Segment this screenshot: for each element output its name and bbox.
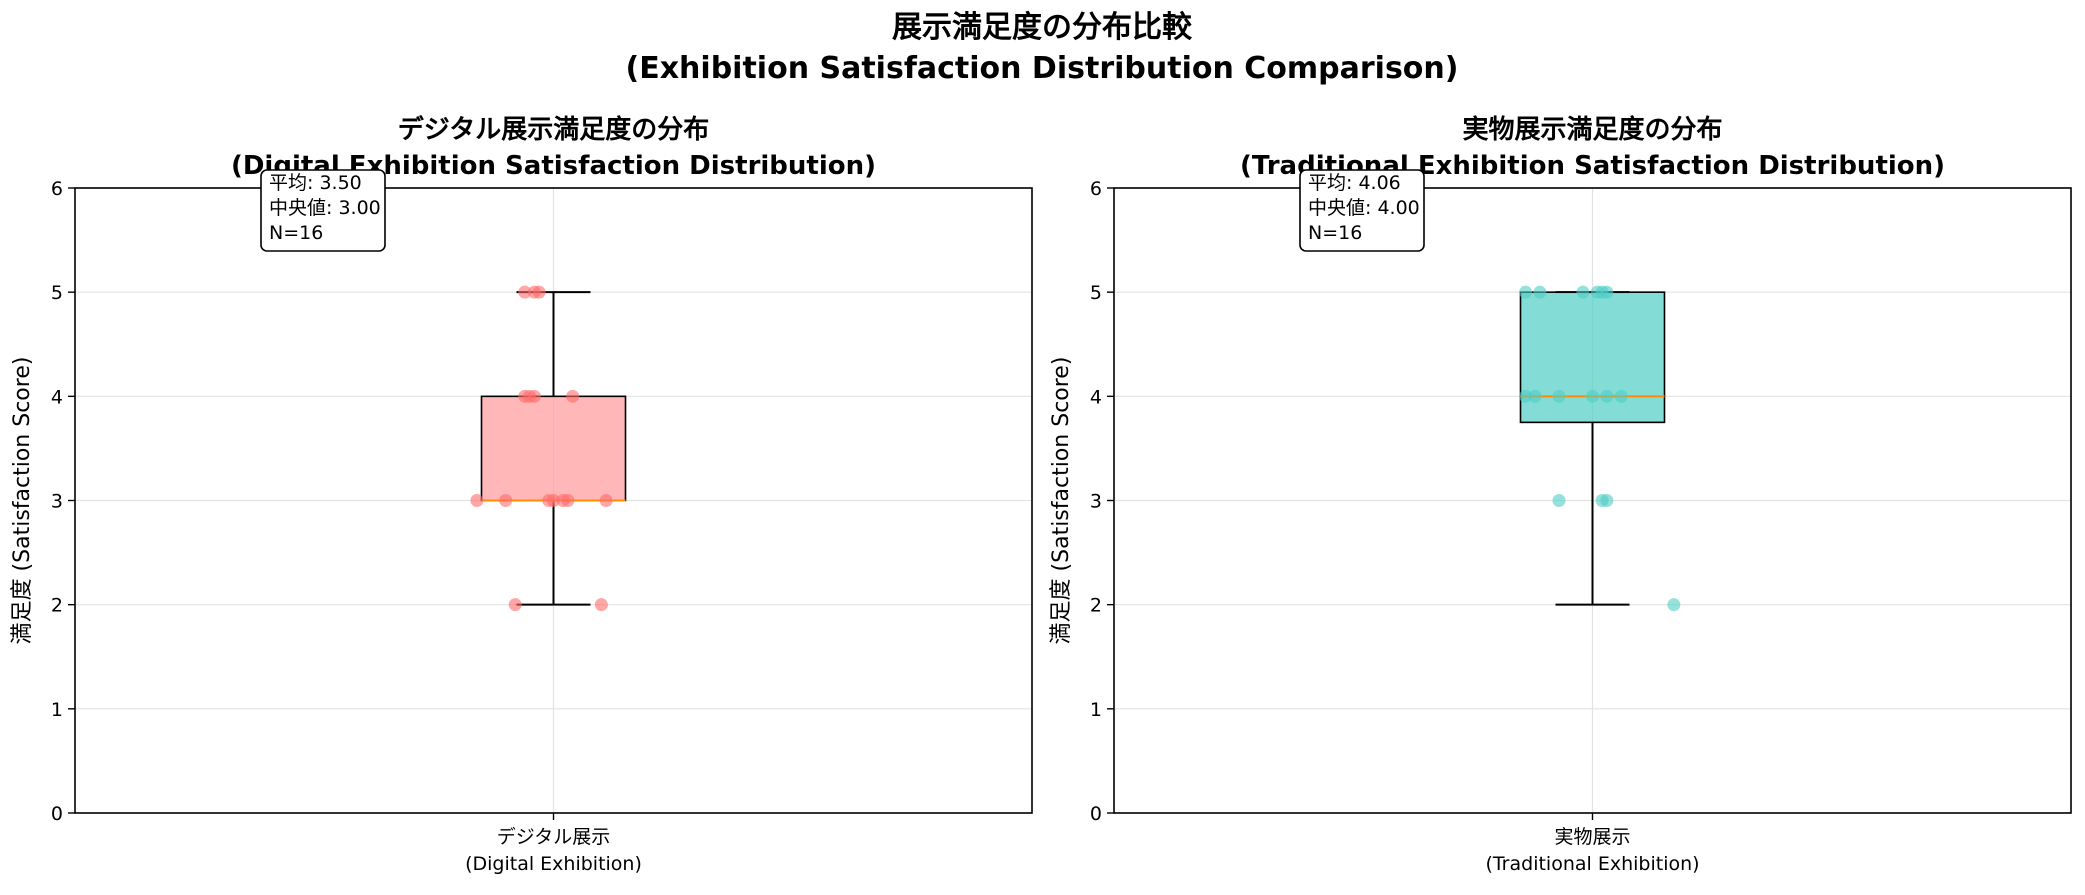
x-category-label-line1: デジタル展示 bbox=[497, 826, 611, 848]
y-tick-label: 6 bbox=[1090, 178, 1102, 200]
y-tick-label: 2 bbox=[51, 595, 63, 617]
x-category-label-line2: (Traditional Exhibition) bbox=[1485, 853, 1699, 875]
chart-panel-1: デジタル展示満足度の分布(Digital Exhibition Satisfac… bbox=[10, 114, 1033, 875]
y-tick-label: 0 bbox=[51, 803, 63, 825]
data-point bbox=[1600, 389, 1614, 403]
data-point bbox=[1552, 494, 1566, 507]
stats-median: 中央値: 4.00 bbox=[1308, 197, 1420, 219]
data-point bbox=[1576, 285, 1590, 299]
y-axis-label: 満足度 (Satisfaction Score) bbox=[10, 357, 35, 645]
chart-panel-2: 実物展示満足度の分布(Traditional Exhibition Satisf… bbox=[1049, 114, 2072, 875]
data-point bbox=[508, 598, 522, 612]
data-point bbox=[547, 494, 560, 507]
y-tick-label: 2 bbox=[1090, 595, 1102, 617]
data-point bbox=[566, 389, 580, 403]
stats-n: N=16 bbox=[1308, 222, 1362, 244]
data-point bbox=[1586, 389, 1599, 403]
data-point bbox=[1533, 285, 1547, 299]
y-tick-label: 4 bbox=[51, 386, 63, 408]
data-point bbox=[1552, 389, 1566, 403]
y-tick-label: 3 bbox=[51, 491, 63, 513]
figure-title-line2: (Exhibition Satisfaction Distribution Co… bbox=[626, 51, 1459, 86]
data-point bbox=[1519, 389, 1533, 403]
data-point bbox=[1600, 285, 1614, 299]
data-point bbox=[1600, 494, 1614, 507]
y-tick-label: 4 bbox=[1090, 386, 1102, 408]
stats-box bbox=[1299, 169, 1425, 252]
box-iqr bbox=[480, 395, 627, 502]
figure-title-line1: 展示満足度の分布比較 bbox=[892, 10, 1193, 45]
y-tick-label: 6 bbox=[51, 178, 63, 200]
data-point bbox=[1614, 389, 1628, 403]
data-point bbox=[527, 389, 541, 403]
data-point bbox=[599, 494, 613, 507]
data-point bbox=[1667, 598, 1681, 612]
panel-title-line1: デジタル展示満足度の分布 bbox=[398, 114, 709, 145]
x-category-label-line1: 実物展示 bbox=[1554, 826, 1630, 848]
y-tick-label: 3 bbox=[1090, 491, 1102, 513]
stats-mean: 平均: 4.06 bbox=[1308, 172, 1401, 194]
data-point bbox=[594, 598, 608, 612]
data-point bbox=[532, 285, 546, 299]
data-point bbox=[518, 285, 532, 299]
data-point bbox=[499, 494, 513, 507]
y-tick-label: 1 bbox=[51, 699, 63, 721]
stats-median: 中央値: 3.00 bbox=[269, 197, 381, 219]
y-tick-label: 5 bbox=[1090, 282, 1102, 304]
y-tick-label: 1 bbox=[1090, 699, 1102, 721]
panel-title-line1: 実物展示満足度の分布 bbox=[1462, 114, 1722, 145]
y-tick-label: 5 bbox=[51, 282, 63, 304]
data-point bbox=[470, 494, 484, 507]
data-point bbox=[1528, 389, 1542, 403]
stats-box bbox=[260, 169, 386, 252]
x-category-label-line2: (Digital Exhibition) bbox=[465, 853, 642, 875]
y-tick-label: 0 bbox=[1090, 803, 1102, 825]
y-axis-label: 満足度 (Satisfaction Score) bbox=[1049, 357, 1074, 645]
data-point bbox=[1519, 285, 1533, 299]
stats-mean: 平均: 3.50 bbox=[269, 172, 362, 194]
stats-n: N=16 bbox=[269, 222, 323, 244]
data-point bbox=[561, 494, 575, 507]
box-iqr bbox=[1519, 291, 1666, 424]
